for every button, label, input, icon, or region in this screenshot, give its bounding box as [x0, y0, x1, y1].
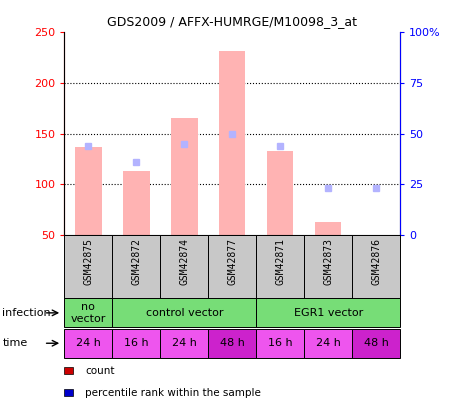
Text: no
vector: no vector: [71, 302, 106, 324]
Text: 16 h: 16 h: [124, 338, 148, 348]
Text: GSM42875: GSM42875: [83, 238, 93, 285]
Text: GSM42876: GSM42876: [370, 238, 381, 285]
Text: 24 h: 24 h: [315, 338, 340, 348]
Text: 24 h: 24 h: [172, 338, 196, 348]
FancyBboxPatch shape: [160, 329, 208, 358]
Text: count: count: [85, 366, 114, 375]
FancyBboxPatch shape: [112, 329, 160, 358]
Text: 16 h: 16 h: [268, 338, 292, 348]
Bar: [171, 118, 197, 235]
Text: 48 h: 48 h: [219, 338, 244, 348]
FancyBboxPatch shape: [64, 235, 112, 298]
FancyBboxPatch shape: [160, 235, 208, 298]
Title: GDS2009 / AFFX-HUMRGE/M10098_3_at: GDS2009 / AFFX-HUMRGE/M10098_3_at: [107, 15, 357, 28]
Bar: [314, 222, 341, 235]
FancyBboxPatch shape: [256, 235, 303, 298]
FancyBboxPatch shape: [64, 329, 112, 358]
FancyBboxPatch shape: [64, 298, 112, 327]
Text: control vector: control vector: [145, 308, 223, 318]
Text: infection: infection: [2, 308, 51, 318]
FancyBboxPatch shape: [208, 329, 256, 358]
Bar: [218, 51, 245, 235]
Text: GSM42877: GSM42877: [227, 238, 237, 285]
FancyBboxPatch shape: [208, 235, 256, 298]
Text: time: time: [2, 338, 28, 348]
FancyBboxPatch shape: [112, 298, 256, 327]
Text: 24 h: 24 h: [76, 338, 101, 348]
FancyBboxPatch shape: [303, 235, 352, 298]
Text: GSM42872: GSM42872: [131, 238, 141, 285]
FancyBboxPatch shape: [352, 329, 399, 358]
FancyBboxPatch shape: [352, 235, 399, 298]
Bar: [64, 389, 73, 396]
FancyBboxPatch shape: [112, 235, 160, 298]
Text: GSM42871: GSM42871: [274, 238, 285, 285]
Text: percentile rank within the sample: percentile rank within the sample: [85, 388, 260, 398]
Bar: [64, 367, 73, 374]
Bar: [267, 151, 293, 235]
FancyBboxPatch shape: [303, 329, 352, 358]
Bar: [75, 147, 101, 235]
Text: EGR1 vector: EGR1 vector: [293, 308, 362, 318]
Bar: [123, 171, 149, 235]
FancyBboxPatch shape: [256, 298, 399, 327]
FancyBboxPatch shape: [256, 329, 303, 358]
Text: GSM42874: GSM42874: [179, 238, 189, 285]
Text: 48 h: 48 h: [363, 338, 388, 348]
Text: GSM42873: GSM42873: [323, 238, 332, 285]
